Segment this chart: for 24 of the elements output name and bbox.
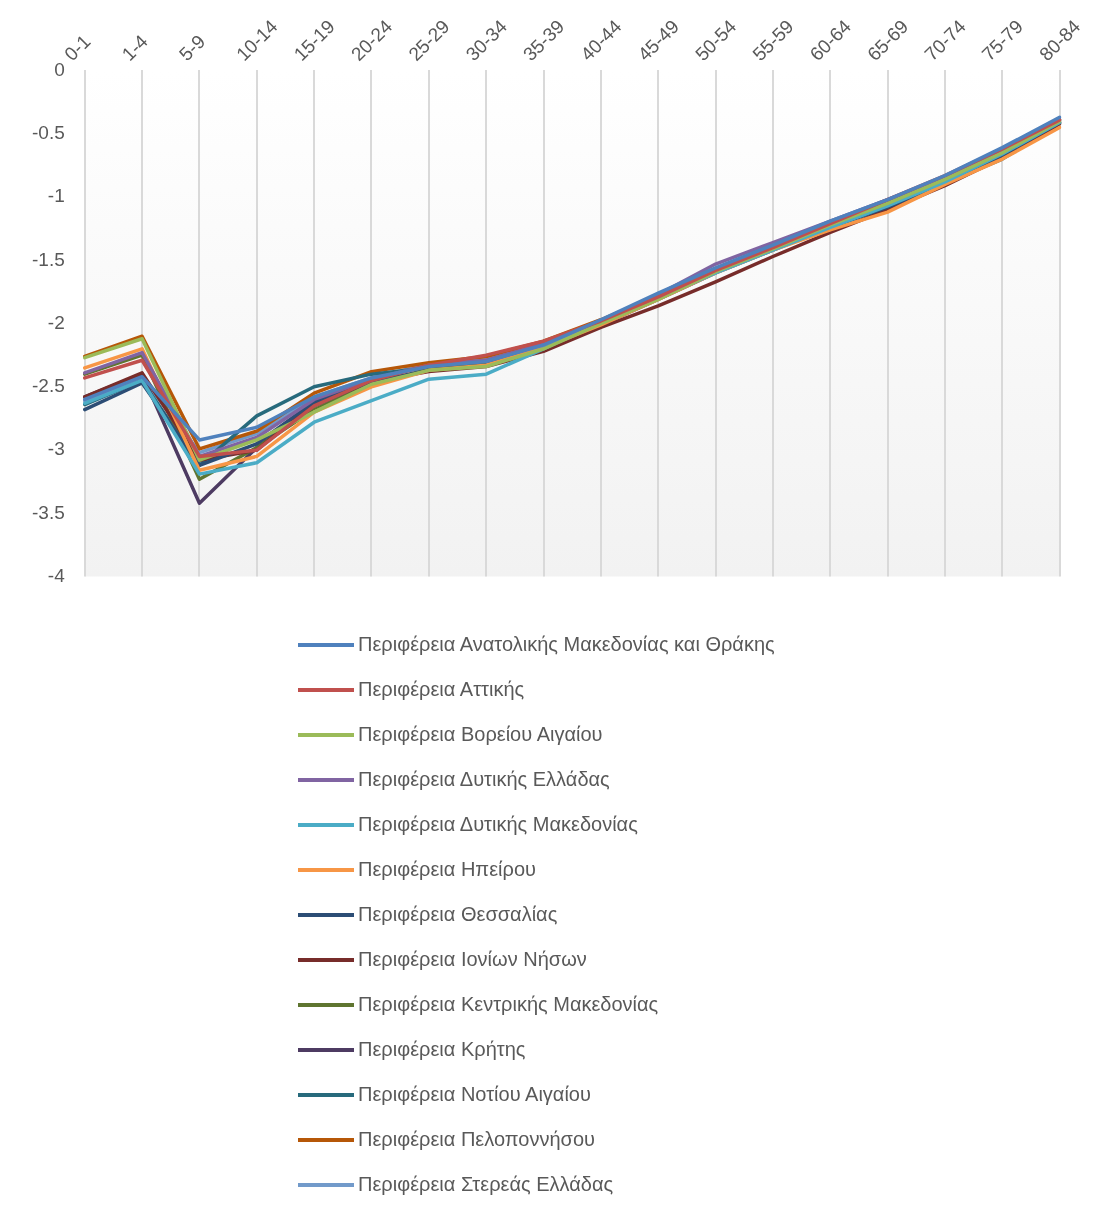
- legend-label: Περιφέρεια Δυτικής Ελλάδας: [358, 768, 610, 791]
- legend-label: Περιφέρεια Στερεάς Ελλάδας: [358, 1173, 614, 1196]
- legend-label: Περιφέρεια Ανατολικής Μακεδονίας και Θράκης: [358, 633, 775, 656]
- y-tick-label: -1.5: [31, 248, 65, 270]
- legend-label: Περιφέρεια Δυτικής Μακεδονίας: [358, 813, 638, 836]
- legend-label: Περιφέρεια Βορείου Αιγαίου: [358, 723, 603, 746]
- legend-label: Περιφέρεια Πελοποννήσου: [358, 1128, 595, 1151]
- y-tick-label: -4: [47, 564, 66, 586]
- y-tick-label: -2.5: [31, 375, 65, 397]
- legend-label: Περιφέρεια Αττικής: [358, 678, 525, 701]
- legend-label: Περιφέρεια Κεντρικής Μακεδονίας: [358, 993, 659, 1016]
- y-tick-label: -1: [47, 185, 65, 207]
- y-tick-label: -3.5: [31, 501, 65, 523]
- legend-label: Περιφέρεια Κρήτης: [358, 1038, 526, 1061]
- x-tick-label: 5-9: [174, 30, 210, 65]
- legend-label: Περιφέρεια Νοτίου Αιγαίου: [358, 1083, 591, 1106]
- legend-label: Περιφέρεια Ηπείρου: [358, 858, 536, 881]
- y-tick-label: -3: [47, 438, 65, 460]
- legend-label: Περιφέρεια Θεσσαλίας: [358, 903, 558, 926]
- y-tick-label: -0.5: [31, 121, 65, 143]
- y-tick-label: 0: [54, 58, 65, 80]
- x-tick-label: 1-4: [117, 30, 153, 65]
- y-tick-label: -2: [47, 311, 65, 333]
- legend-label: Περιφέρεια Ιονίων Νήσων: [358, 948, 587, 971]
